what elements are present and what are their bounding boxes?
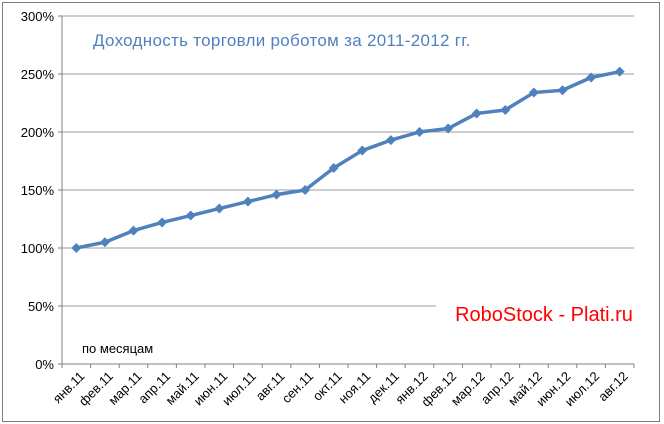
data-point-marker [357, 145, 368, 156]
chart-title: Доходность торговли роботом за 2011-2012… [93, 31, 471, 50]
x-tick-label: авг.12 [595, 369, 631, 405]
data-point-marker [443, 123, 454, 134]
data-point-marker [157, 217, 168, 228]
y-tick-label: 100% [21, 241, 55, 256]
y-tick-label: 250% [21, 67, 55, 82]
data-point-marker [471, 108, 482, 119]
data-point-marker [414, 127, 425, 137]
data-point-marker [185, 210, 196, 221]
series-line [74, 69, 622, 250]
data-point-marker [300, 185, 311, 195]
data-point-marker [614, 66, 625, 77]
y-tick-label: 0% [35, 357, 54, 372]
y-tick-label: 50% [28, 299, 54, 314]
data-point-marker [528, 87, 539, 98]
data-point-marker [128, 225, 139, 236]
watermark-text: RoboStock - Plati.ru [436, 296, 652, 334]
data-point-marker [500, 104, 511, 115]
y-tick-label: 300% [21, 9, 55, 24]
data-point-marker [586, 72, 597, 83]
data-point-marker [557, 85, 568, 96]
data-point-marker [385, 135, 396, 146]
data-point-marker [214, 203, 225, 214]
data-point-marker [71, 243, 82, 253]
y-tick-label: 150% [21, 183, 55, 198]
y-tick-label: 200% [21, 125, 55, 140]
data-point-marker [328, 162, 339, 173]
x-tick-label: сен.11 [279, 369, 316, 406]
data-point-marker [242, 196, 253, 207]
data-point-marker [271, 189, 282, 200]
data-point-marker [99, 237, 110, 248]
x-axis-label: по месяцам [82, 341, 154, 356]
x-tick-label: ноя.11 [336, 369, 374, 407]
